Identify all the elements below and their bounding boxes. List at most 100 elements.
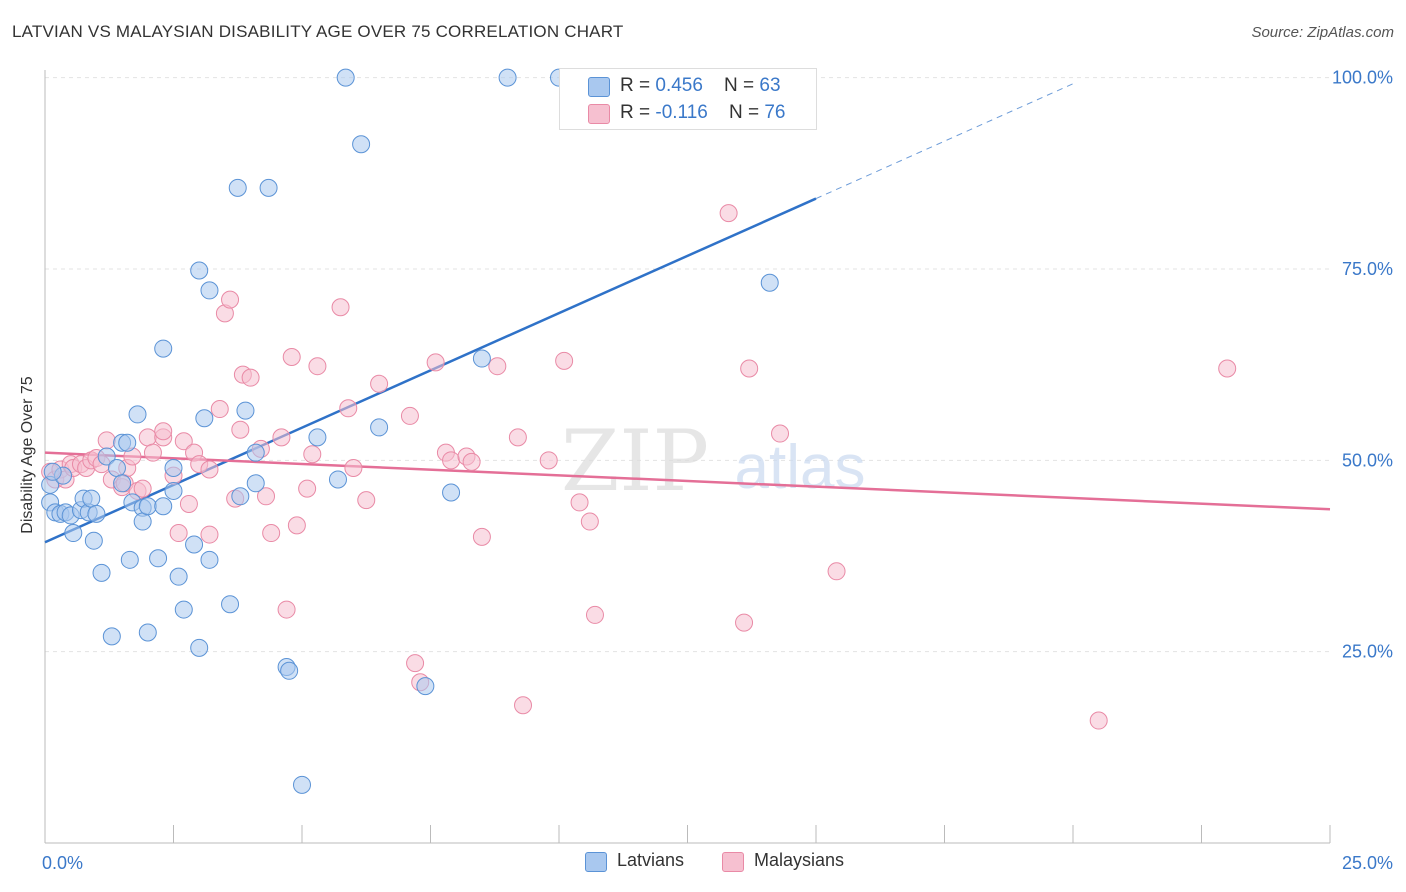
- malaysian-point: [344, 458, 363, 477]
- latvian-point: [195, 409, 214, 428]
- malaysian-point: [262, 524, 281, 543]
- latvian-point: [185, 535, 204, 554]
- malaysian-point: [406, 654, 425, 673]
- malaysian-point: [472, 527, 491, 546]
- malaysian-point: [287, 516, 306, 535]
- malaysian-point: [442, 451, 461, 470]
- y-tick-label: 75.0%: [1342, 259, 1393, 279]
- malaysian-point: [339, 399, 358, 418]
- malaysian-point: [272, 428, 291, 447]
- latvian-point: [154, 339, 173, 358]
- latvian-point: [472, 349, 491, 368]
- legend: R = 0.456 N = 63 R = -0.116 N = 76: [559, 68, 817, 130]
- malaysian-point: [200, 525, 219, 544]
- latvian-trend-extension: [815, 83, 1074, 200]
- latvian-point: [416, 677, 435, 696]
- malaysian-point: [221, 290, 240, 309]
- malaysian-point: [210, 400, 229, 419]
- malaysian-point: [1089, 711, 1108, 730]
- malaysian-point: [308, 357, 327, 376]
- malaysian-point: [580, 512, 599, 531]
- latvian-point: [246, 474, 265, 493]
- latvian-point: [246, 443, 265, 462]
- malaysian-point: [370, 374, 389, 393]
- grid-lines: [45, 77, 1330, 653]
- latvian-point: [154, 497, 173, 516]
- latvian-point: [293, 775, 311, 794]
- malaysian-point: [400, 406, 419, 425]
- malaysian-point: [143, 443, 162, 462]
- latvian-point: [200, 281, 219, 300]
- malaysian-point: [97, 431, 116, 450]
- malaysian-point: [426, 353, 445, 372]
- chart-title: LATVIAN VS MALAYSIAN DISABILITY AGE OVER…: [12, 22, 624, 41]
- latvian-n-label: N =: [724, 75, 760, 96]
- y-tick-label: 100.0%: [1332, 68, 1393, 88]
- malaysian-point: [539, 451, 558, 470]
- latvian-point: [84, 531, 103, 550]
- latvian-point: [190, 261, 209, 280]
- latvian-point: [118, 433, 137, 452]
- malaysian-point: [508, 428, 527, 447]
- malaysian-point: [1218, 359, 1237, 378]
- latvian-point: [442, 483, 461, 502]
- latvian-point: [328, 470, 347, 489]
- latvian-point: [498, 68, 517, 87]
- latvian-point: [92, 563, 111, 582]
- malaysian-point: [555, 351, 574, 370]
- malaysian-point: [303, 445, 322, 464]
- malaysian-point: [735, 613, 754, 632]
- latvian-point: [128, 405, 147, 424]
- malaysian-point: [331, 298, 350, 317]
- latvian-point: [113, 474, 132, 493]
- malaysian-point: [585, 605, 604, 624]
- y-tick-label: 25.0%: [1342, 642, 1393, 662]
- malaysian-point: [719, 204, 738, 223]
- latvian-point: [336, 68, 355, 87]
- malaysian-point: [298, 479, 317, 498]
- malaysian-point: [277, 600, 296, 619]
- latvian-point: [370, 418, 389, 437]
- watermark-atlas: atlas: [735, 433, 866, 502]
- latvian-point: [138, 497, 157, 516]
- axes: [44, 70, 1331, 844]
- malaysian-point: [570, 493, 589, 512]
- x-tick-label: 0.0%: [42, 853, 83, 873]
- malaysian-point: [740, 359, 759, 378]
- malaysian-point: [174, 432, 193, 451]
- latvian-point: [120, 550, 139, 569]
- latvian-r-label: R =: [620, 75, 656, 96]
- latvian-point: [64, 524, 83, 543]
- malaysian-point: [257, 487, 276, 506]
- latvian-point: [228, 178, 247, 197]
- latvian-point: [169, 567, 188, 586]
- latvian-point: [174, 600, 193, 619]
- latvian-point: [43, 462, 62, 481]
- latvian-point: [221, 595, 240, 614]
- malaysian-point: [282, 348, 301, 367]
- malaysian-trend-line: [44, 451, 1331, 511]
- malaysian-point: [169, 524, 188, 543]
- latvian-point: [760, 273, 779, 292]
- malaysian-point: [462, 452, 481, 471]
- malaysian-point: [231, 420, 250, 439]
- latvian-point: [190, 638, 209, 657]
- latvian-point: [164, 481, 183, 500]
- malaysian-point: [357, 491, 376, 510]
- y-tick-label: 50.0%: [1342, 450, 1393, 470]
- source-label: Source: ZipAtlas.com: [1251, 24, 1394, 41]
- malaysian-n-label: N =: [728, 102, 765, 123]
- malaysian-point: [827, 562, 846, 581]
- latvian-point: [138, 623, 157, 642]
- latvian-point: [87, 504, 106, 523]
- latvian-point: [97, 447, 116, 466]
- malaysian-r-value: -0.116: [655, 102, 708, 123]
- malaysian-r-label: R =: [620, 102, 656, 123]
- malaysian-point: [154, 422, 173, 441]
- malaysian-point: [771, 424, 790, 443]
- latvian-point: [231, 487, 250, 506]
- malaysians-label: Malaysians: [754, 850, 845, 870]
- latvian-point: [200, 550, 219, 569]
- latvian-point: [164, 458, 183, 477]
